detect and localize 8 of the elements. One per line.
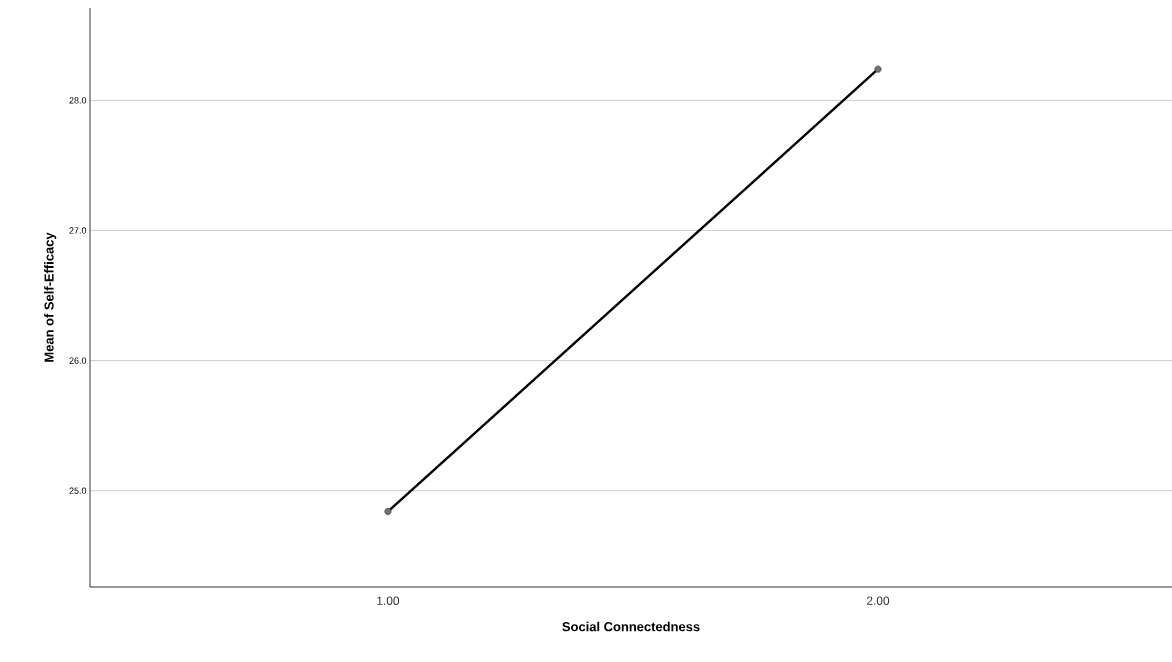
y-tick-label: 28.0 — [69, 97, 87, 104]
y-axis-title: Mean of Self-Efficacy — [44, 232, 57, 362]
y-tick-label: 26.0 — [69, 357, 87, 364]
y-tick-label: 25.0 — [69, 487, 87, 494]
x-tick-label: 2.00 — [866, 596, 890, 605]
x-axis-title: Social Connectedness — [562, 621, 700, 632]
x-tick-label: 1.00 — [377, 596, 400, 605]
y-tick-label: 27.0 — [69, 227, 87, 234]
